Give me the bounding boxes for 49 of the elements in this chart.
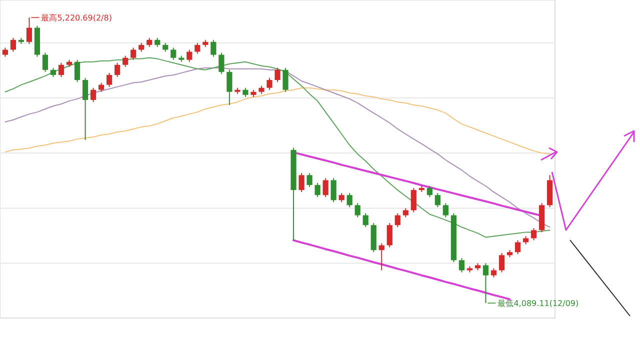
candlestick	[194, 42, 200, 54]
candlestick	[130, 47, 136, 60]
candlestick	[314, 182, 320, 198]
candlestick	[242, 87, 248, 98]
candlestick	[282, 67, 288, 92]
candlestick	[490, 268, 497, 278]
candlestick	[114, 62, 120, 78]
candlestick	[362, 212, 368, 228]
candlestick	[426, 186, 432, 198]
candlestick	[498, 252, 505, 273]
candlestick	[330, 178, 336, 203]
candlestick	[154, 37, 160, 48]
candlestick	[226, 69, 232, 106]
candlestick	[338, 192, 344, 203]
candlestick	[218, 52, 224, 74]
candlestick	[82, 77, 88, 141]
candlestick	[170, 47, 176, 60]
candlestick	[434, 192, 440, 208]
candlestick	[58, 62, 64, 78]
candlestick	[98, 82, 104, 92]
candlestick	[2, 47, 8, 58]
candlestick	[10, 37, 16, 52]
candlestick	[146, 37, 152, 48]
candlestick	[458, 258, 464, 273]
candlestick	[410, 188, 416, 213]
candlestick	[74, 59, 80, 83]
candlestick	[266, 77, 272, 90]
candlestick	[442, 202, 448, 218]
candlestick	[122, 55, 128, 68]
candlestick	[50, 67, 56, 78]
candlestick	[386, 222, 392, 248]
candlestick	[274, 67, 280, 83]
candlestick	[530, 228, 537, 241]
candlestick	[394, 212, 400, 228]
candlestick	[354, 202, 360, 218]
candlestick	[322, 178, 328, 198]
candlestick	[306, 172, 312, 188]
candlestick	[106, 72, 112, 88]
candlestick	[346, 192, 352, 208]
candlestick	[378, 242, 384, 271]
candlestick	[298, 172, 304, 193]
candlestick	[514, 240, 521, 255]
candlestick	[42, 52, 48, 72]
candlestick	[90, 87, 96, 102]
annotation: 最低4,089.11(12/09)	[498, 299, 579, 308]
candlestick	[186, 49, 192, 62]
annotation: 最高5,220.69(2/8)	[41, 13, 112, 22]
candlestick	[402, 208, 408, 218]
candlestick	[210, 39, 216, 58]
